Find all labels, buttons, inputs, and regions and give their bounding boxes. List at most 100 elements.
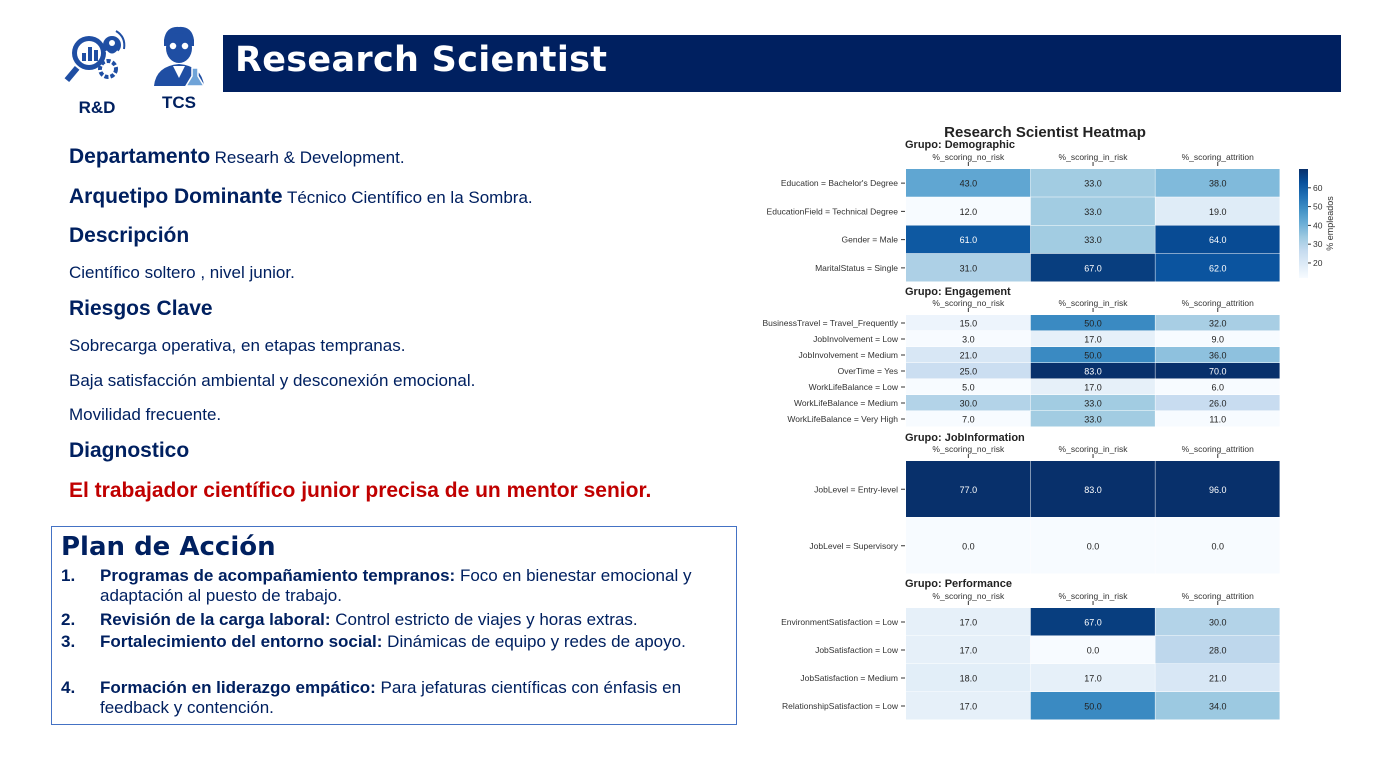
heatmap-cell — [906, 315, 1031, 331]
heatmap-cell — [1155, 517, 1280, 574]
heatmap-cell — [1030, 197, 1155, 225]
cell-value: 67.0 — [1084, 618, 1102, 628]
colorbar-tick-label: 20 — [1313, 258, 1323, 268]
heatmap-cell — [906, 197, 1031, 225]
heatmap-cell — [1155, 363, 1280, 379]
heatmap-cell — [1155, 379, 1280, 395]
item-heading: Fortalecimiento del entorno social: — [100, 632, 383, 651]
cell-value: 21.0 — [960, 351, 978, 361]
column-label: %_scoring_no_risk — [932, 152, 1005, 162]
heatmap-cell — [906, 664, 1031, 692]
group-title: Grupo: JobInformation — [905, 432, 1025, 444]
heatmap-cell — [1030, 363, 1155, 379]
heatmap-cell — [906, 461, 1031, 517]
heatmap-cell — [1030, 461, 1155, 517]
item-number: 2. — [61, 610, 76, 629]
heatmap-cell — [906, 636, 1031, 664]
row-label: Gender = Male — [842, 235, 899, 245]
cell-value: 19.0 — [1209, 207, 1227, 217]
cell-value: 70.0 — [1209, 367, 1227, 377]
cell-value: 7.0 — [962, 415, 975, 425]
heatmap-cell — [1030, 169, 1155, 197]
item-heading: Formación en liderazgo empático: — [100, 678, 376, 697]
colorbar-label: % empleados — [1325, 196, 1335, 251]
heatmap-cell — [1030, 347, 1155, 363]
cell-value: 30.0 — [1209, 618, 1227, 628]
row-label: WorkLifeBalance = Low — [809, 382, 899, 392]
cell-value: 33.0 — [1084, 399, 1102, 409]
rd-analytics-icon — [64, 30, 126, 83]
heatmap-cell — [906, 517, 1031, 574]
row-label: WorkLifeBalance = Very High — [787, 414, 898, 424]
cell-value: 67.0 — [1084, 263, 1102, 273]
cell-value: 83.0 — [1084, 367, 1102, 377]
cell-value: 32.0 — [1209, 319, 1227, 329]
cell-value: 21.0 — [1209, 674, 1227, 684]
heatmap-cell — [1155, 331, 1280, 347]
heatmap-cell — [1155, 197, 1280, 225]
heatmap-cell — [1155, 347, 1280, 363]
heatmap-cell — [906, 347, 1031, 363]
heatmap-cell — [1155, 692, 1280, 720]
cell-value: 26.0 — [1209, 399, 1227, 409]
cell-value: 17.0 — [1084, 674, 1102, 684]
heatmap-cell — [1155, 253, 1280, 282]
arquetipo-line: Arquetipo Dominante Técnico Científico e… — [69, 185, 533, 209]
cell-value: 61.0 — [960, 235, 978, 245]
heatmap-cell — [1155, 169, 1280, 197]
riesgos-label: Riesgos Clave — [69, 297, 213, 320]
cell-value: 50.0 — [1084, 351, 1102, 361]
tcs-label: TCS — [162, 93, 196, 112]
column-label: %_scoring_attrition — [1182, 152, 1255, 162]
column-label: %_scoring_in_risk — [1059, 591, 1129, 601]
cell-value: 25.0 — [960, 367, 978, 377]
item-text: Foco en bienestar emocional y adaptación… — [100, 566, 692, 605]
departamento-label: Departamento — [69, 145, 211, 168]
heatmap-cell — [1155, 395, 1280, 411]
row-label: JobLevel = Supervisory — [809, 541, 898, 551]
heatmap-cell — [1030, 692, 1155, 720]
cell-value: 96.0 — [1209, 485, 1227, 495]
cell-value: 83.0 — [1084, 485, 1102, 495]
row-label: WorkLifeBalance = Medium — [794, 398, 898, 408]
heatmap-cell — [906, 169, 1031, 197]
row-label: Education = Bachelor's Degree — [781, 178, 898, 188]
item-text: Control estricto de viajes y horas extra… — [330, 610, 638, 629]
heatmap-cell — [1030, 411, 1155, 427]
row-label: MaritalStatus = Single — [815, 263, 898, 273]
item-text: Para jefaturas científicas con énfasis e… — [100, 678, 682, 717]
descripcion-label: Descripción — [69, 224, 190, 247]
cell-value: 3.0 — [962, 335, 975, 345]
departamento-value: Researh & Development. — [214, 148, 405, 167]
heatmap-cell — [1030, 253, 1155, 282]
row-label: OverTime = Yes — [838, 366, 898, 376]
row-label: EnvironmentSatisfaction = Low — [781, 617, 899, 627]
cell-value: 28.0 — [1209, 646, 1227, 656]
heatmap-cell — [906, 692, 1031, 720]
cell-value: 0.0 — [1087, 646, 1100, 656]
heatmap-cell — [1155, 636, 1280, 664]
heatmap-cell — [906, 225, 1031, 254]
rd-icon-block: R&D — [62, 25, 132, 118]
cell-value: 38.0 — [1209, 179, 1227, 189]
cell-value: 36.0 — [1209, 351, 1227, 361]
heatmap-cell — [1030, 636, 1155, 664]
riesgo-item: Movilidad frecuente. — [69, 405, 222, 424]
column-label: %_scoring_attrition — [1182, 298, 1255, 308]
cell-value: 33.0 — [1084, 415, 1102, 425]
cell-value: 17.0 — [1084, 383, 1102, 393]
heatmap-cell — [1030, 331, 1155, 347]
cell-value: 64.0 — [1209, 235, 1227, 245]
heatmap-cell — [1155, 411, 1280, 427]
column-label: %_scoring_in_risk — [1059, 152, 1129, 162]
page-title: Research Scientist — [235, 40, 608, 80]
heatmap-cell — [906, 395, 1031, 411]
arquetipo-value: Técnico Científico en la Sombra. — [286, 188, 533, 207]
tcs-icon-block: TCS — [144, 22, 214, 113]
action-plan-title: Plan de Acción — [61, 532, 276, 562]
colorbar — [1299, 169, 1308, 278]
heatmap-cell — [906, 608, 1031, 636]
cell-value: 15.0 — [960, 319, 978, 329]
diagnostico-value: El trabajador científico junior precisa … — [69, 479, 652, 502]
cell-value: 43.0 — [960, 179, 978, 189]
